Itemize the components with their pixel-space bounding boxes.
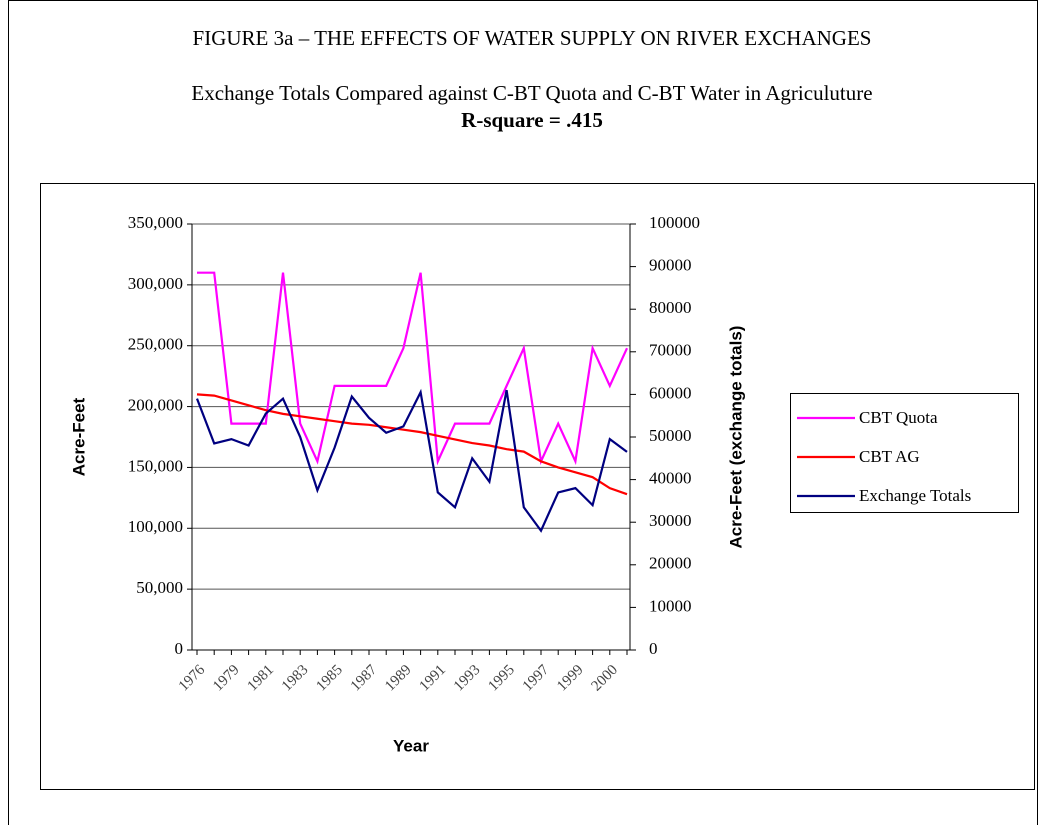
y-tick-label: 350,000 [128,213,183,232]
x-tick-label: 1981 [245,662,278,695]
y-tick-label: 250,000 [128,335,183,354]
y-tick-label: 0 [175,639,184,658]
y2-tick-label: 60000 [649,383,692,402]
x-tick-label: 1991 [417,662,450,695]
y-tick-label: 150,000 [128,456,183,475]
x-tick-label: 1979 [210,662,243,695]
y2-tick-label: 80000 [649,298,692,317]
x-tick-label: 1995 [485,662,518,695]
x-tick-label: 1976 [176,662,209,695]
x-tick-label: 1989 [382,662,415,695]
y-tick-label: 100,000 [128,517,183,536]
x-tick-label: 1993 [451,662,484,695]
x-axis-label: Year [393,736,429,755]
y2-tick-label: 50000 [649,426,692,445]
series-line [195,388,628,533]
y-axis-label: Acre-Feet [69,397,88,476]
subtitle: R-square = .415 [461,108,603,132]
legend-box [790,393,1019,513]
y2-axis-label: Acre-Feet (exchange totals) [726,326,745,549]
y-tick-label: 50,000 [136,578,183,597]
frame [8,0,1038,825]
y2-tick-label: 20000 [649,554,692,573]
y2-tick-label: 40000 [649,469,692,488]
x-tick-label: 1999 [554,662,587,695]
x-tick-label: 2000 [589,662,622,695]
y-tick-label: 200,000 [128,395,183,414]
legend-label: CBT Quota [859,408,938,427]
legend-label: CBT AG [859,447,920,466]
chart-frame [40,183,1035,790]
y2-tick-label: 70000 [649,341,692,360]
plot: 0 50,000 100,000 150,000 200,000 250,000 300,0… [69,213,1019,755]
x-tick-label: 1985 [313,662,346,695]
x-tick-label: 1983 [279,662,312,695]
x-tick-label: 1997 [520,662,553,695]
chart-title: Exchange Totals Compared against C-BT Qu… [191,81,872,105]
legend-label: Exchange Totals [859,486,971,505]
x-tick-label: 1987 [348,662,381,695]
y2-tick-label: 100000 [649,213,700,232]
figure-title: FIGURE 3a – THE EFFECTS OF WATER SUPPLY … [193,26,872,50]
y2-tick-label: 90000 [649,256,692,275]
y2-tick-label: 30000 [649,511,692,530]
y2-tick-label: 10000 [649,596,692,615]
series-line [197,271,629,466]
y-tick-label: 300,000 [128,274,183,293]
y2-tick-label: 0 [649,639,658,658]
